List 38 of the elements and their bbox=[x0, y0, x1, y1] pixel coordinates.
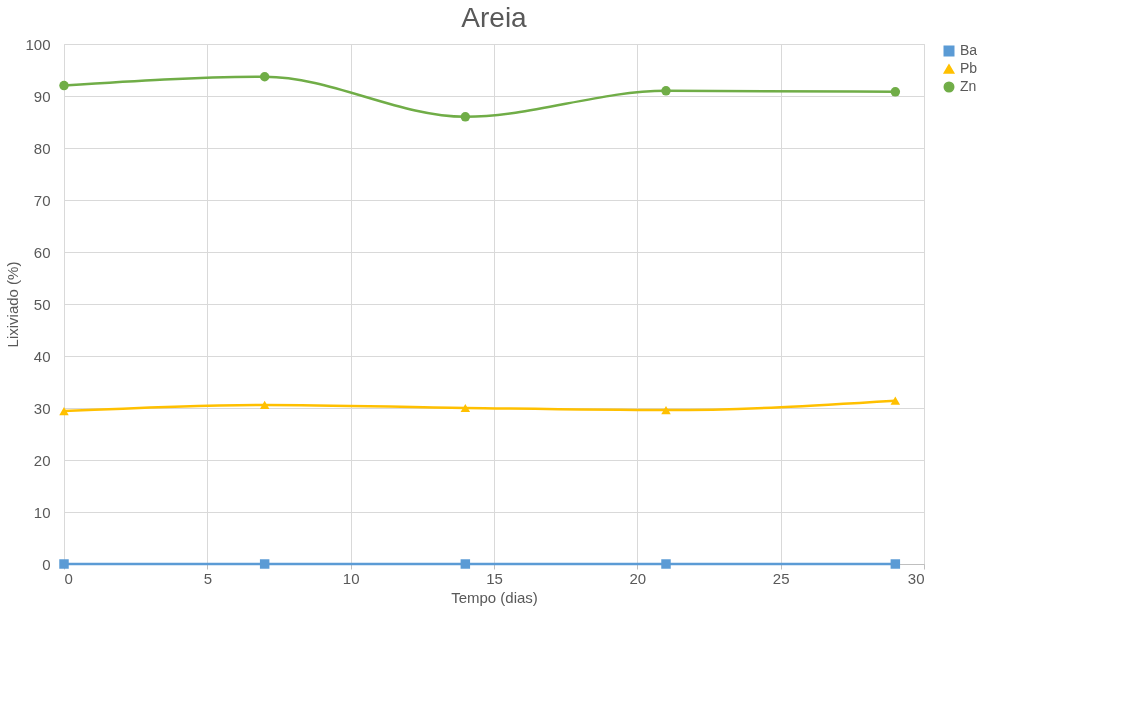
point bbox=[661, 86, 671, 96]
y-tick-label: 10 bbox=[33, 503, 51, 521]
point bbox=[259, 400, 270, 409]
point bbox=[460, 112, 471, 122]
x-axis-title: Tempo (dias) bbox=[451, 588, 538, 606]
y-tick-label: 0 bbox=[42, 555, 51, 573]
legend-label: Zn bbox=[960, 78, 977, 94]
y-tick-label: 70 bbox=[33, 191, 51, 209]
y-tick-label: 80 bbox=[33, 139, 51, 157]
point bbox=[661, 559, 671, 569]
y-tick-label: 90 bbox=[33, 87, 51, 105]
point bbox=[59, 407, 69, 416]
point bbox=[259, 559, 270, 569]
point bbox=[460, 403, 471, 413]
x-tick-label: 25 bbox=[772, 569, 790, 587]
legend-label: Ba bbox=[960, 42, 978, 58]
x-tick-label: 30 bbox=[907, 569, 925, 587]
legend-label: Pb bbox=[960, 60, 978, 76]
x-tick-label: 10 bbox=[342, 569, 360, 587]
chart-title: Areia bbox=[461, 2, 528, 33]
point bbox=[890, 87, 901, 97]
y-tick-label: 100 bbox=[25, 35, 51, 53]
x-tick-label: 20 bbox=[629, 569, 647, 587]
y-tick-label: 30 bbox=[33, 399, 51, 417]
point bbox=[661, 405, 671, 415]
point bbox=[259, 72, 270, 82]
point bbox=[890, 559, 901, 569]
y-axis-title: Lixiviado (%) bbox=[4, 261, 22, 348]
x-tick-label: 0 bbox=[64, 569, 73, 587]
y-tick-label: 20 bbox=[33, 451, 51, 469]
y-tick-label: 60 bbox=[33, 243, 51, 261]
x-tick-label: 5 bbox=[203, 569, 213, 587]
x-tick-label: 15 bbox=[486, 569, 503, 587]
y-tick-label: 50 bbox=[33, 295, 51, 313]
y-tick-label: 40 bbox=[33, 347, 51, 365]
point bbox=[460, 559, 471, 569]
point bbox=[890, 396, 901, 405]
point bbox=[59, 80, 69, 91]
